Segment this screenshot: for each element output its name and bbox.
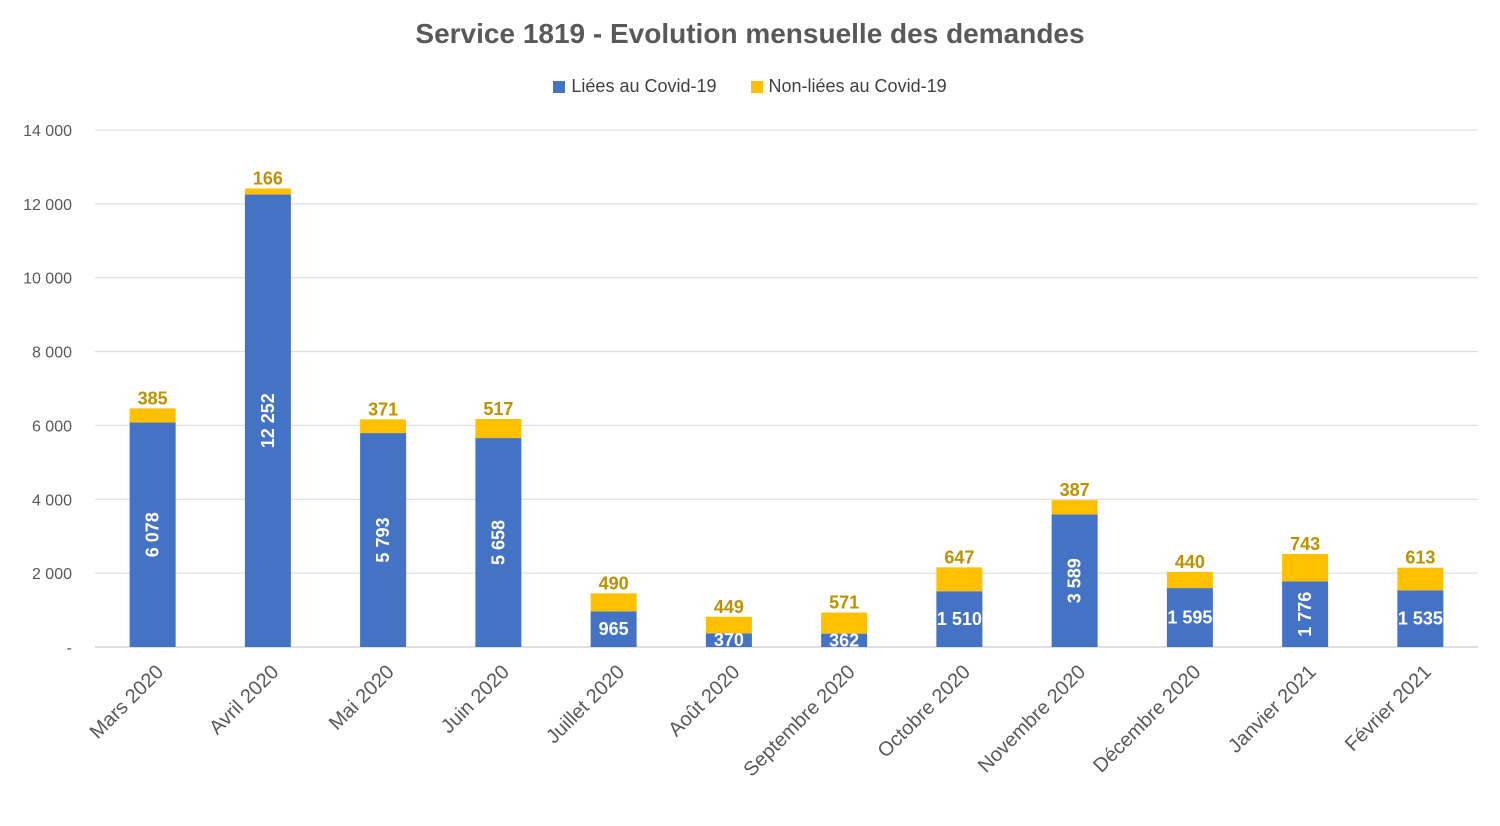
x-tick-label: Novembre 2020 [974,661,1090,777]
bar-covid [705,633,752,647]
y-tick-label: 6 000 [32,418,72,435]
bar-non-covid [705,616,752,634]
data-label-non-covid: 385 [138,388,168,408]
legend-item-non-covid: Non-liées au Covid-19 [750,76,947,97]
legend: Liées au Covid-19 Non-liées au Covid-19 [0,76,1500,97]
data-label-covid: 370 [714,630,744,650]
bar-non-covid [821,612,868,634]
legend-swatch-covid [553,80,566,93]
bar-non-covid [936,567,983,592]
bar-non-covid [1051,500,1098,515]
data-label-non-covid: 449 [714,597,744,617]
data-label-covid: 1 535 [1398,609,1443,629]
data-label-covid: 1 510 [937,609,982,629]
x-tick-label: Avril 2020 [205,661,283,739]
data-label-non-covid: 371 [368,399,398,419]
bar-non-covid [360,419,407,434]
bar-non-covid [1397,567,1444,591]
data-label-covid: 1 776 [1295,592,1315,637]
data-label-non-covid: 647 [944,547,974,567]
x-tick-label: Juillet 2020 [542,661,629,748]
data-label-covid: 965 [599,619,629,639]
data-label-non-covid: 571 [829,593,859,613]
x-tick-label: Octobre 2020 [874,661,975,762]
data-label-covid: 5 793 [373,518,393,563]
bar-non-covid [1282,553,1329,582]
data-label-covid: 362 [829,630,859,650]
bar-covid [360,433,407,647]
data-label-non-covid: 743 [1290,534,1320,554]
y-tick-label: - [67,640,72,657]
x-tick-label: Mars 2020 [86,661,168,743]
bar-covid [244,194,291,647]
data-label-non-covid: 613 [1405,548,1435,568]
x-tick-label: Janvier 2021 [1224,661,1321,758]
legend-swatch-non-covid [750,80,763,93]
data-label-covid: 1 595 [1167,608,1212,628]
bar-non-covid [590,593,637,612]
bar-covid [936,591,983,647]
chart-title: Service 1819 - Evolution mensuelle des d… [415,18,1085,49]
bar-covid [1397,590,1444,647]
data-label-non-covid: 166 [253,168,283,188]
bar-covid [1282,581,1329,647]
bar-covid [475,438,522,647]
x-tick-label: Février 2021 [1341,661,1436,756]
data-label-covid: 6 078 [143,512,163,557]
data-label-covid: 12 252 [258,393,278,448]
data-label-covid: 5 658 [488,520,508,565]
data-label-non-covid: 387 [1060,480,1090,500]
x-tick-label: Mai 2020 [325,661,399,735]
bar-covid [1051,514,1098,647]
y-tick-label: 12 000 [23,197,72,214]
legend-label-covid: Liées au Covid-19 [571,76,717,96]
y-tick-label: 2 000 [32,566,72,583]
bar-non-covid [1166,571,1213,589]
x-tick-label: Août 2020 [664,661,744,741]
y-tick-label: 4 000 [32,492,72,509]
y-tick-label: 14 000 [23,123,72,140]
x-tick-label: Décembre 2020 [1089,661,1205,777]
x-tick-label: Juin 2020 [437,661,514,738]
y-tick-label: 10 000 [23,271,72,288]
data-label-non-covid: 440 [1175,552,1205,572]
y-tick-label: 8 000 [32,345,72,362]
bar-covid [821,633,868,647]
legend-item-covid: Liées au Covid-19 [553,76,717,97]
bar-covid [590,611,637,647]
bar-non-covid [244,188,291,195]
bar-non-covid [475,418,522,439]
x-tick-label: Septembre 2020 [740,661,860,781]
legend-label-non-covid: Non-liées au Covid-19 [768,76,947,96]
bar-non-covid [129,408,176,423]
data-label-non-covid: 517 [483,399,513,419]
bar-covid [129,422,176,647]
data-label-non-covid: 490 [599,573,629,593]
bar-covid [1166,588,1213,647]
data-label-covid: 3 589 [1065,558,1085,603]
